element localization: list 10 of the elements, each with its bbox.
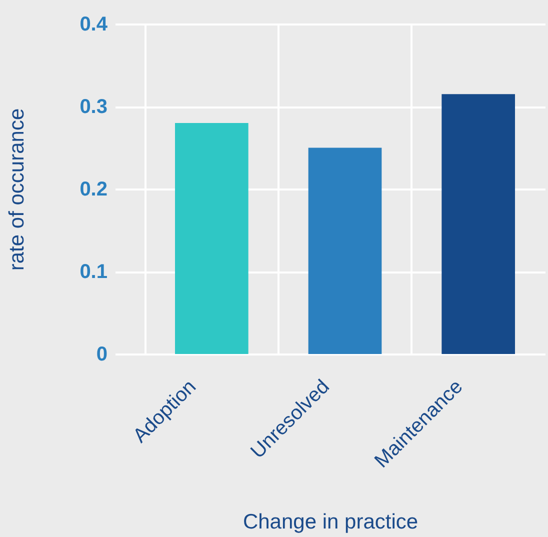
y-tick-label: 0.3: [80, 96, 108, 118]
bar: [308, 148, 382, 354]
y-axis-title: rate of occurance: [6, 108, 28, 271]
bar: [442, 94, 515, 354]
bar: [175, 123, 248, 354]
y-tick-label: 0: [96, 344, 108, 366]
y-tick-label: 0.4: [80, 14, 108, 36]
y-tick-label: 0.1: [80, 261, 108, 283]
y-tick-label: 0.2: [80, 178, 108, 200]
x-axis-title: Change in practice: [242, 510, 418, 534]
